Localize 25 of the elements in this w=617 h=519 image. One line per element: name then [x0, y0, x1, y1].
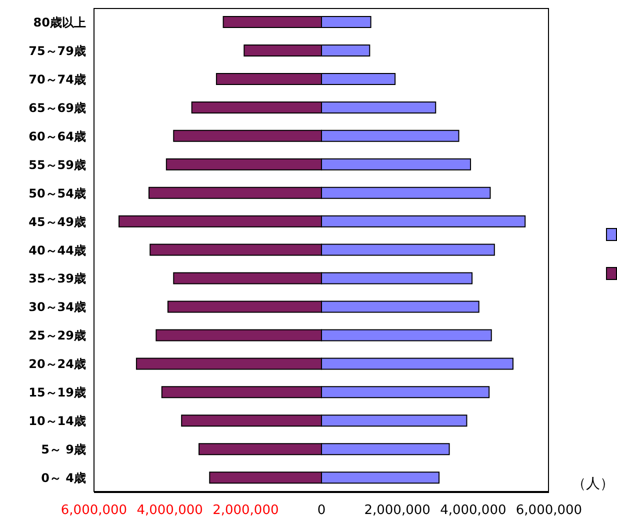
- x-tick-label: 4,000,000: [440, 503, 506, 518]
- y-tick-label: 80歳以上: [33, 15, 86, 30]
- y-tick-label: 55～59歳: [28, 158, 86, 172]
- y-tick-label: 75～79歳: [28, 44, 86, 58]
- y-tick-label: 65～69歳: [28, 100, 86, 115]
- x-tick-label: 0: [317, 503, 326, 518]
- y-tick-label: 50～54歳: [28, 186, 86, 200]
- x-tick-label: 4,000,000: [136, 503, 203, 518]
- y-tick-label: 15～19歳: [28, 386, 86, 400]
- y-tick-label: 20～24歳: [28, 357, 86, 372]
- y-tick-label: 35～39歳: [28, 272, 86, 286]
- x-tick-label: 2,000,000: [364, 503, 430, 518]
- y-tick-label: 45～49歳: [28, 214, 86, 229]
- y-tick-label: 5～ 9歳: [41, 442, 86, 457]
- y-tick-label: 30～34歳: [28, 300, 86, 314]
- y-tick-label: 40～44歳: [28, 243, 86, 258]
- y-tick-label: 60～64歳: [28, 129, 86, 144]
- x-tick-label: 6,000,000: [60, 503, 128, 518]
- x-tick-label: 2,000,000: [212, 503, 279, 518]
- x-tick-label: 6,000,000: [516, 503, 582, 518]
- x-axis-title: （人）: [572, 475, 614, 493]
- y-tick-label: 25～29歳: [28, 328, 86, 343]
- y-tick-label: 10～14歳: [28, 414, 86, 428]
- y-tick-label: 70～74歳: [28, 72, 86, 86]
- y-tick-label: 0～ 4歳: [41, 471, 86, 486]
